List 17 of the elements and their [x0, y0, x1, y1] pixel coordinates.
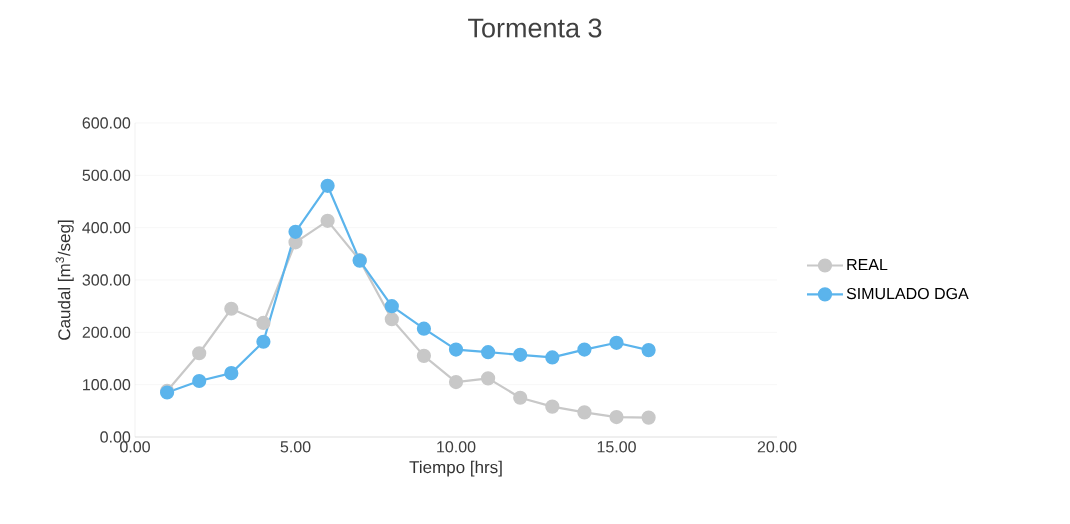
y-axis-title: Caudal [m$^{3}$/seg]: [55, 220, 74, 340]
y-tick-label: 500.00: [82, 169, 131, 181]
x-tick-label: 20.00: [757, 441, 797, 453]
y-tick-label: 100.00: [83, 378, 131, 391]
chart-title: Tormenta 3: [468, 18, 602, 38]
y-tick-label: 200.00: [82, 326, 131, 338]
y-tick-label: 600.00: [82, 117, 131, 129]
x-tick-label: 15.00: [597, 441, 636, 453]
x-tick-label: 0.00: [120, 441, 150, 453]
legend-label: SIMULADO DGA: [846, 287, 969, 300]
x-axis-title: Tiempo [hrs]: [409, 460, 502, 477]
x-tick-label: 5.00: [280, 441, 311, 453]
legend-label: REAL: [847, 259, 888, 271]
y-tick-label: 400.00: [82, 221, 131, 234]
y-tick-label: 0.00: [100, 431, 131, 443]
y-tick-label: 300.00: [82, 274, 131, 286]
x-tick-label: 10.00: [437, 441, 476, 453]
